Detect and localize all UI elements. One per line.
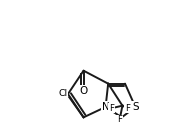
- Text: F: F: [109, 104, 114, 113]
- Text: Cl: Cl: [58, 89, 68, 98]
- Text: N: N: [102, 102, 109, 112]
- Text: O: O: [79, 86, 88, 96]
- Text: S: S: [132, 102, 139, 112]
- Text: F: F: [117, 115, 122, 124]
- Text: F: F: [125, 104, 130, 113]
